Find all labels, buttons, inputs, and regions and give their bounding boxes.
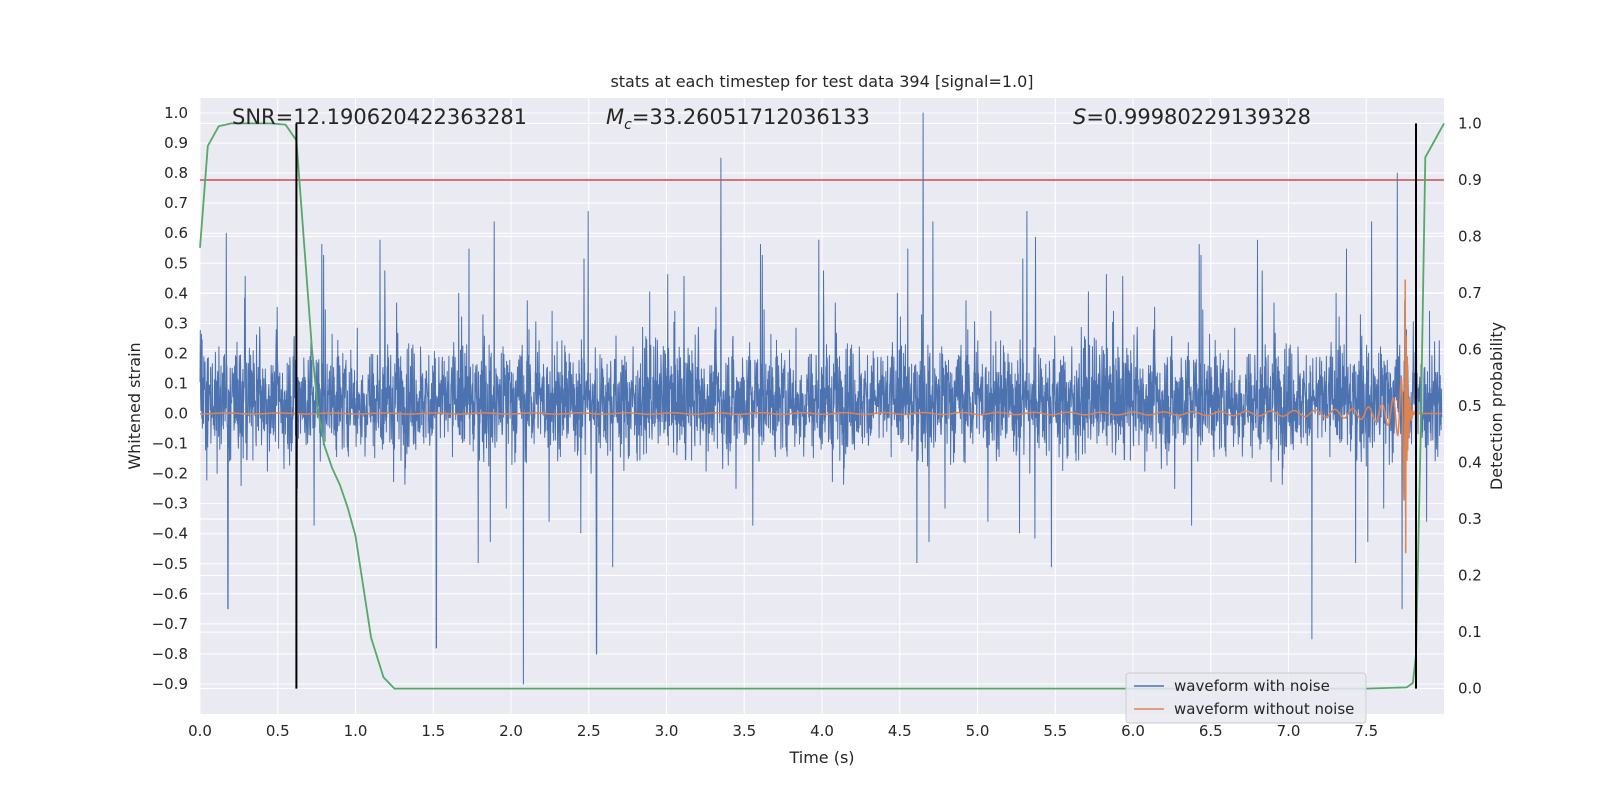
y2-axis-label: Detection probability [1487, 322, 1506, 490]
x-tick-label: 6.5 [1199, 722, 1223, 740]
mc-value: =33.26051712036133 [632, 105, 870, 129]
x-tick-label: 0.5 [266, 722, 290, 740]
y-tick-label: 0.6 [164, 224, 188, 242]
s-annotation: S=0.99980229139328 [1073, 105, 1311, 129]
y-axis-label: Whitened strain [125, 342, 144, 469]
x-tick-label: 6.0 [1121, 722, 1145, 740]
mc-annotation: Mc=33.26051712036133 [606, 105, 870, 133]
y2-tick-label: 0.9 [1458, 171, 1482, 189]
y-tick-labels: 1.0 0.9 0.8 0.7 0.6 0.5 0.4 0.3 0.2 0.1 0.0 −0.1 −0.… [152, 104, 188, 693]
x-tick-labels: 0.0 0.5 1.0 1.5 2.0 2.5 3.0 3.5 4.0 4.5 5.0 5.5 6.0 6… [188, 722, 1378, 740]
y2-tick-label: 0.7 [1458, 284, 1482, 302]
snr-annotation: SNR=12.190620422363281 [232, 105, 527, 129]
x-tick-label: 3.0 [655, 722, 679, 740]
y2-tick-label: 0.1 [1458, 623, 1482, 641]
y-tick-label: −0.3 [152, 495, 188, 513]
y-tick-label: 0.5 [164, 254, 188, 272]
x-axis-label: Time (s) [788, 748, 854, 767]
y2-tick-label: 0.8 [1458, 227, 1482, 245]
y-tick-label: 0.1 [164, 374, 188, 392]
y-tick-label: −0.9 [152, 675, 188, 693]
y-tick-label: 0.8 [164, 164, 188, 182]
x-tick-label: 1.5 [421, 722, 445, 740]
chart-title: stats at each timestep for test data 394… [610, 72, 1033, 91]
y2-tick-label: 0.0 [1458, 680, 1482, 698]
y-tick-label: −0.2 [152, 465, 188, 483]
vertical-markers [295, 123, 1418, 689]
y2-tick-label: 0.5 [1458, 397, 1482, 415]
series-probability-line [199, 122, 1445, 690]
x-tick-label: 7.5 [1354, 722, 1378, 740]
series-noise-line [199, 112, 1443, 685]
y2-tick-label: 0.3 [1458, 510, 1482, 528]
y2-tick-label: 1.0 [1458, 114, 1482, 132]
mc-symbol: M [606, 105, 624, 129]
y-tick-label: 0.4 [164, 284, 188, 302]
legend-noise-label: waveform with noise [1174, 677, 1330, 695]
x-tick-label: 5.0 [966, 722, 990, 740]
y-tick-label: 0.2 [164, 344, 188, 362]
x-tick-label: 7.0 [1277, 722, 1301, 740]
y2-tick-label: 0.2 [1458, 567, 1482, 585]
y-tick-label: 0.0 [164, 405, 188, 423]
y-tick-label: 0.3 [164, 314, 188, 332]
s-symbol: S [1073, 105, 1086, 129]
y2-tick-label: 0.4 [1458, 454, 1482, 472]
y-tick-label: 0.9 [164, 134, 188, 152]
y-tick-label: −0.6 [152, 585, 188, 603]
x-tick-label: 5.5 [1043, 722, 1067, 740]
y2-tick-labels: 1.0 0.9 0.8 0.7 0.6 0.5 0.4 0.3 0.2 0.1 0.0 [1458, 114, 1482, 697]
series-signal-line [200, 279, 1442, 554]
x-tick-label: 4.0 [810, 722, 834, 740]
x-tick-label: 0.0 [188, 722, 212, 740]
y2-tick-label: 0.6 [1458, 340, 1482, 358]
legend: waveform with noise waveform without noi… [1125, 672, 1367, 724]
x-tick-label: 3.5 [732, 722, 756, 740]
y-tick-label: 0.7 [164, 194, 188, 212]
mc-subscript: c [624, 117, 632, 133]
x-tick-label: 2.0 [499, 722, 523, 740]
y-tick-label: −0.1 [152, 435, 188, 453]
y-tick-label: −0.5 [152, 555, 188, 573]
x-tick-label: 4.5 [888, 722, 912, 740]
legend-box [1125, 672, 1367, 724]
y-tick-label: 1.0 [164, 104, 188, 122]
y-tick-label: −0.4 [152, 525, 188, 543]
s-value: =0.99980229139328 [1086, 105, 1311, 129]
legend-signal-label: waveform without noise [1174, 700, 1354, 718]
x-tick-label: 2.5 [577, 722, 601, 740]
y-tick-label: −0.7 [152, 615, 188, 633]
x-tick-label: 1.0 [344, 722, 368, 740]
y-tick-label: −0.8 [152, 645, 188, 663]
